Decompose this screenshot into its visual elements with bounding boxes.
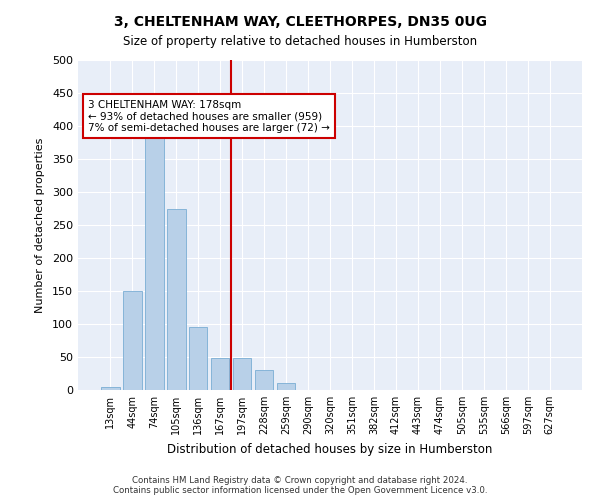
Text: 3 CHELTENHAM WAY: 178sqm
← 93% of detached houses are smaller (959)
7% of semi-d: 3 CHELTENHAM WAY: 178sqm ← 93% of detach…: [88, 100, 330, 133]
Bar: [233, 358, 251, 390]
Text: 3, CHELTENHAM WAY, CLEETHORPES, DN35 0UG: 3, CHELTENHAM WAY, CLEETHORPES, DN35 0UG: [113, 15, 487, 29]
X-axis label: Distribution of detached houses by size in Humberston: Distribution of detached houses by size …: [167, 442, 493, 456]
Text: Contains HM Land Registry data © Crown copyright and database right 2024.
Contai: Contains HM Land Registry data © Crown c…: [113, 476, 487, 495]
Bar: [101, 386, 119, 390]
Text: Size of property relative to detached houses in Humberston: Size of property relative to detached ho…: [123, 35, 477, 48]
Bar: [189, 328, 208, 390]
Bar: [211, 358, 229, 390]
Bar: [167, 208, 185, 390]
Bar: [277, 384, 295, 390]
Y-axis label: Number of detached properties: Number of detached properties: [35, 138, 45, 312]
Bar: [145, 114, 164, 390]
Bar: [255, 370, 274, 390]
Bar: [123, 291, 142, 390]
